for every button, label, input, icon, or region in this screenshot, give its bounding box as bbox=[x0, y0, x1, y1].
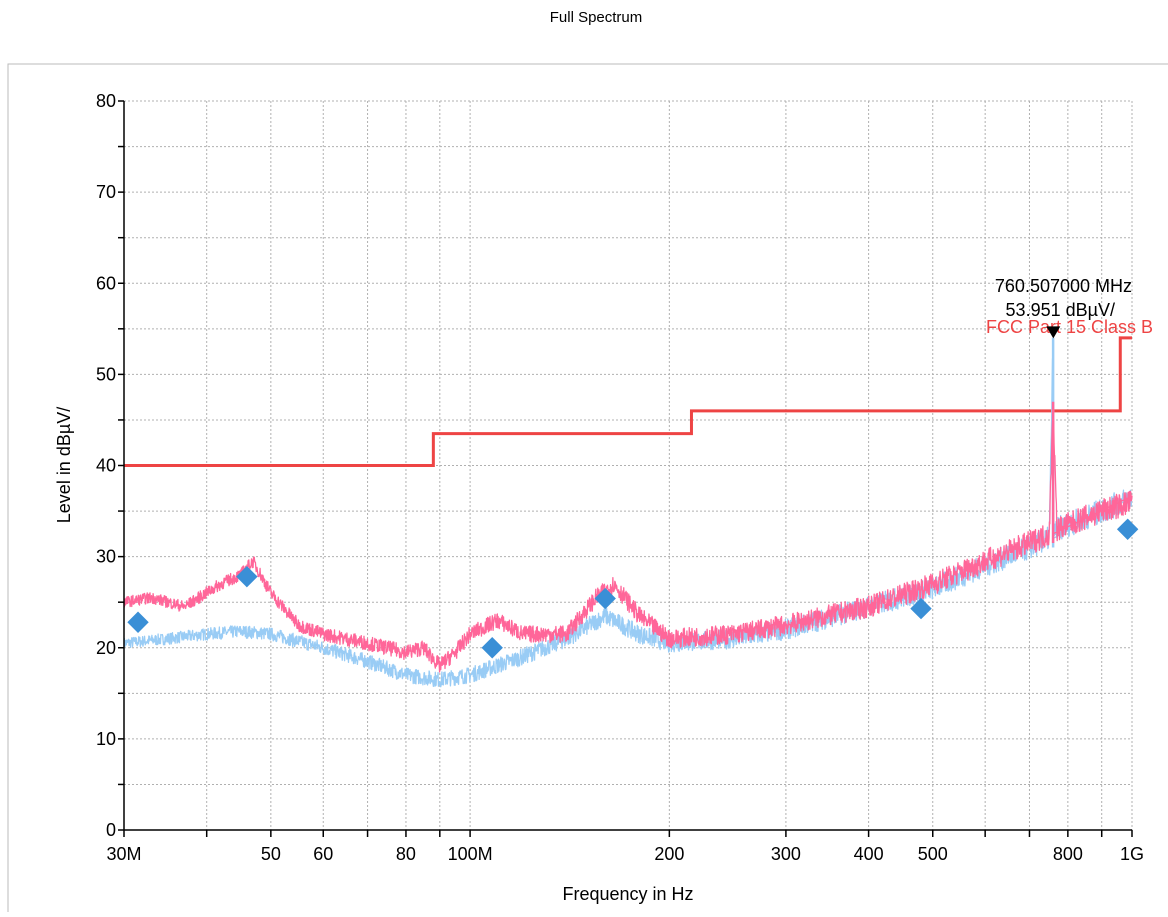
x-tick-label: 300 bbox=[771, 844, 801, 864]
series-trace-2 bbox=[123, 413, 1133, 673]
x-tick-label: 100M bbox=[448, 844, 493, 864]
x-tick-label: 500 bbox=[918, 844, 948, 864]
x-tick-label: 60 bbox=[313, 844, 333, 864]
x-tick-label: 30M bbox=[106, 844, 141, 864]
y-axis-label: Level in dBµV/ bbox=[54, 407, 74, 523]
x-axis-label: Frequency in Hz bbox=[562, 884, 693, 904]
series-trace-1 bbox=[123, 358, 1133, 688]
y-tick-label: 0 bbox=[106, 820, 116, 840]
measurement-marker bbox=[236, 565, 258, 588]
y-tick-label: 80 bbox=[96, 91, 116, 111]
x-tick-label: 50 bbox=[261, 844, 281, 864]
measurement-marker bbox=[127, 611, 149, 633]
y-tick-label: 70 bbox=[96, 182, 116, 202]
x-tick-label: 1G bbox=[1120, 844, 1144, 864]
chart-title: Full Spectrum bbox=[550, 9, 643, 26]
x-tick-label: 800 bbox=[1053, 844, 1083, 864]
y-tick-label: 50 bbox=[96, 364, 116, 384]
x-tick-label: 80 bbox=[396, 844, 416, 864]
x-tick-label: 200 bbox=[654, 844, 684, 864]
peak-marker-icon bbox=[1046, 326, 1061, 339]
y-tick-label: 20 bbox=[96, 638, 116, 658]
x-tick-label: 400 bbox=[854, 844, 884, 864]
measurement-marker bbox=[481, 637, 503, 659]
y-tick-label: 30 bbox=[96, 547, 116, 567]
y-tick-label: 10 bbox=[96, 729, 116, 749]
measurement-marker bbox=[594, 587, 616, 610]
series-group bbox=[123, 336, 1139, 688]
tick-labels: 0 10 20 30 40 50 60 70 80 30M 50 60 80 100M 200 300 400 5… bbox=[96, 91, 1144, 864]
peak-level-label: 53.951 dBµV/ bbox=[1006, 300, 1115, 320]
annotations: 760.507000 MHz 53.951 dBµV/ FCC Part 15 … bbox=[986, 276, 1153, 339]
limit-line-label: FCC Part 15 Class B bbox=[986, 317, 1153, 337]
y-tick-label: 40 bbox=[96, 456, 116, 476]
measurement-marker bbox=[910, 597, 932, 620]
y-tick-label: 60 bbox=[96, 273, 116, 293]
plot-frame bbox=[7, 63, 1168, 917]
peak-frequency-label: 760.507000 MHz bbox=[995, 276, 1132, 296]
measurement-marker bbox=[1116, 518, 1139, 540]
limit-line bbox=[124, 336, 1132, 467]
